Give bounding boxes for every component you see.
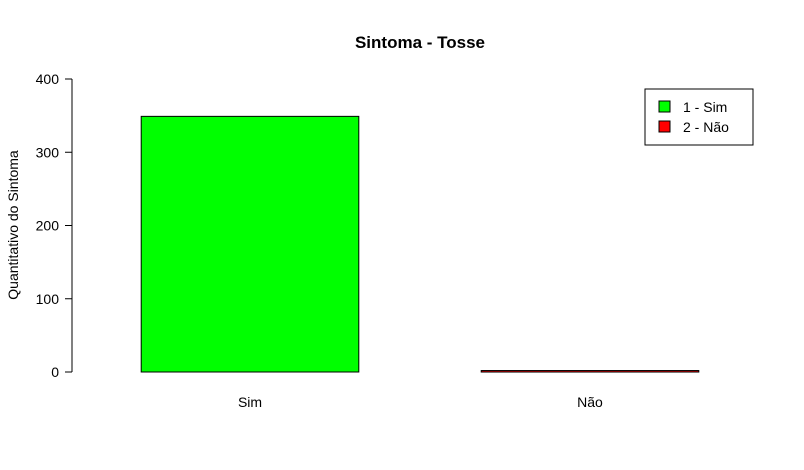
bars [140,115,700,373]
y-tick-label: 100 [36,291,60,307]
x-category-label: Não [577,394,603,410]
legend-swatch [658,120,671,133]
legend-label: 1 - Sim [683,99,727,115]
y-tick-label: 0 [51,364,59,380]
y-tick-label: 200 [36,218,60,234]
legend-box [644,88,754,146]
y-tick-label: 400 [36,71,60,87]
legend-label: 2 - Não [683,119,729,135]
legend-swatch [658,100,671,113]
legend: 1 - Sim 2 - Não [644,88,754,146]
y-axis: 0 100 200 300 400 [36,71,73,380]
x-category-label: Sim [238,394,262,410]
x-axis-labels: Sim Não [238,394,603,410]
bar-nao [480,370,700,373]
y-axis-label: Quantitativo do Sintoma [5,150,21,300]
bar-sim [140,115,360,373]
y-tick-label: 300 [36,144,60,160]
chart-title: Sintoma - Tosse [355,33,485,52]
